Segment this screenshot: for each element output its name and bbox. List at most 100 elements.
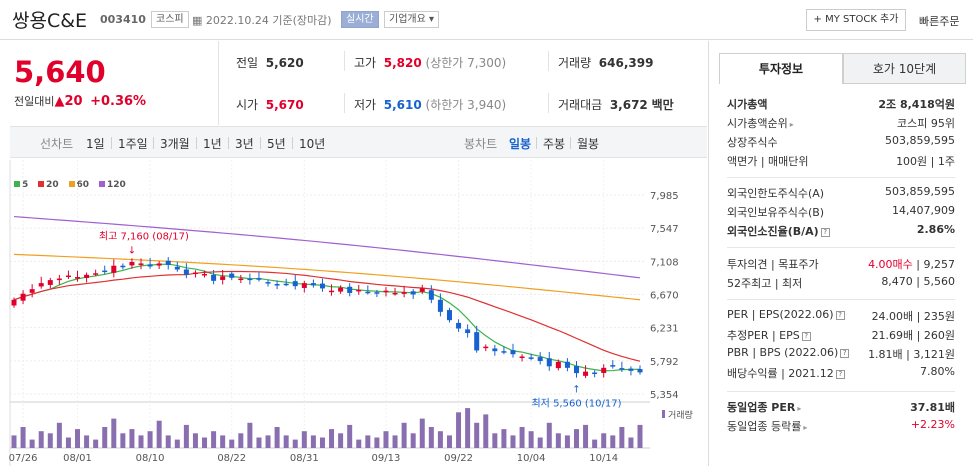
price-box: 5,640 전일대비▲20 +0.36% bbox=[0, 41, 219, 125]
volume-bar bbox=[238, 433, 244, 448]
my-stock-add-button[interactable]: + MY STOCK 추가 bbox=[806, 9, 906, 31]
y-tick-label: 6,670 bbox=[650, 290, 679, 301]
candle bbox=[428, 290, 434, 300]
est-per-row: 추정PER | EPS? 21.69배 | 260원 bbox=[727, 329, 955, 342]
candle bbox=[492, 348, 498, 352]
volume-bar bbox=[319, 437, 325, 448]
candle bbox=[129, 261, 135, 266]
candle bbox=[619, 368, 625, 370]
y-tick-label: 7,108 bbox=[650, 257, 679, 268]
candle bbox=[501, 351, 507, 353]
y-tick-label: 7,547 bbox=[650, 224, 679, 235]
period-monthly[interactable]: 월봉 bbox=[577, 137, 600, 151]
volume-bar bbox=[20, 427, 26, 448]
tab-invest-info[interactable]: 투자정보 bbox=[719, 53, 843, 84]
chevron-right-icon: ▸ bbox=[803, 423, 808, 432]
period-1y[interactable]: 1년 bbox=[203, 137, 222, 151]
volume-bar bbox=[392, 435, 398, 448]
ma20-line bbox=[13, 270, 641, 362]
volume-bar bbox=[165, 435, 171, 448]
plus-icon: + bbox=[813, 14, 826, 25]
period-weekly[interactable]: 주봉 bbox=[543, 137, 566, 151]
volume-bar bbox=[202, 437, 208, 448]
legend-ma5: 5 bbox=[14, 180, 28, 190]
volume-bar bbox=[338, 433, 344, 448]
x-tick-label: 08/10 bbox=[136, 453, 165, 464]
candle bbox=[410, 291, 416, 295]
candle bbox=[120, 265, 126, 268]
chevron-down-icon: ▾ bbox=[425, 14, 435, 25]
candle bbox=[229, 273, 235, 278]
volume-bar bbox=[301, 431, 307, 448]
candle bbox=[465, 329, 471, 334]
volume-bar bbox=[573, 429, 579, 448]
period-1d[interactable]: 1일 bbox=[86, 137, 105, 151]
volume-bar bbox=[38, 431, 44, 448]
candle bbox=[510, 350, 516, 355]
volume-bar bbox=[583, 424, 589, 448]
period-10y[interactable]: 10년 bbox=[299, 137, 326, 151]
tab-order-book[interactable]: 호가 10단계 bbox=[843, 53, 966, 84]
volume-bar bbox=[102, 427, 108, 448]
trade-amount: 거래대금 3,672 백만 bbox=[558, 98, 674, 112]
legend-ma20: 20 bbox=[38, 180, 59, 190]
candle bbox=[573, 366, 579, 374]
candle bbox=[637, 369, 643, 373]
volume-bar bbox=[84, 435, 90, 448]
help-icon[interactable]: ? bbox=[840, 349, 850, 358]
volume-bar bbox=[374, 437, 380, 448]
volume-bar bbox=[220, 435, 226, 448]
help-icon[interactable]: ? bbox=[820, 228, 830, 237]
chevron-right-icon: ▸ bbox=[789, 120, 794, 129]
candle bbox=[165, 260, 171, 265]
candle bbox=[456, 322, 462, 329]
candle bbox=[374, 292, 380, 294]
shares-row: 상장주식수 503,859,595 bbox=[727, 134, 955, 149]
volume-bar bbox=[537, 437, 543, 448]
realtime-badge[interactable]: 실시간 bbox=[341, 11, 379, 28]
volume-bar bbox=[628, 437, 634, 448]
price-change: 전일대비▲20 +0.36% bbox=[14, 94, 147, 109]
quick-order-button[interactable]: 빠른주문 bbox=[919, 15, 960, 28]
period-3y[interactable]: 3년 bbox=[235, 137, 254, 151]
volume-bar bbox=[437, 431, 443, 448]
period-5y[interactable]: 5년 bbox=[267, 137, 286, 151]
candle bbox=[347, 286, 353, 293]
volume-bar bbox=[147, 431, 153, 448]
opinion-row: 투자의견 | 목표주가 4.00매수 | 9,257 bbox=[727, 258, 955, 271]
x-tick-label: 07/26 bbox=[9, 453, 38, 464]
candle bbox=[220, 276, 226, 280]
candle bbox=[47, 280, 53, 285]
volume-bar bbox=[356, 439, 362, 448]
help-icon[interactable]: ? bbox=[801, 332, 811, 341]
volume-bar bbox=[510, 435, 516, 448]
x-tick-label: 08/22 bbox=[217, 453, 246, 464]
price-chart[interactable]: 7,985 7,547 7,108 6,670 6,231 5,792 5,354 07/26… bbox=[0, 160, 707, 466]
volume-bar bbox=[265, 435, 271, 448]
help-icon[interactable]: ? bbox=[835, 370, 845, 379]
company-info-button[interactable]: 기업개요 ▾ bbox=[384, 11, 440, 28]
chart-legend: 5 20 60 120 bbox=[14, 180, 133, 190]
candle bbox=[537, 357, 543, 362]
stock-code: 003410 bbox=[100, 13, 146, 26]
candle-chart-label: 봉차트 bbox=[464, 137, 498, 151]
volume-bar bbox=[601, 433, 607, 448]
y-tick-label: 7,985 bbox=[650, 191, 679, 202]
legend-ma60: 60 bbox=[68, 180, 89, 190]
y-tick-label: 5,792 bbox=[650, 357, 679, 368]
candle bbox=[329, 290, 335, 293]
period-3m[interactable]: 3개월 bbox=[160, 137, 190, 151]
period-daily[interactable]: 일봉 bbox=[509, 137, 532, 151]
candle bbox=[592, 372, 598, 375]
period-1w[interactable]: 1주일 bbox=[118, 137, 148, 151]
volume-bar bbox=[111, 418, 117, 448]
candle bbox=[292, 281, 298, 287]
info-panel: 투자정보 호가 10단계 시가총액 2조 8,418억원 시가총액순위 ▸ 코스피 9… bbox=[708, 41, 973, 466]
volume-bar bbox=[47, 433, 53, 448]
volume-bar bbox=[138, 435, 144, 448]
help-icon[interactable]: ? bbox=[835, 311, 845, 320]
volume-bar bbox=[292, 439, 298, 448]
down-arrow-icon: ↓ bbox=[128, 245, 136, 256]
calendar-icon: ▦ bbox=[192, 14, 203, 27]
candle bbox=[93, 273, 99, 275]
